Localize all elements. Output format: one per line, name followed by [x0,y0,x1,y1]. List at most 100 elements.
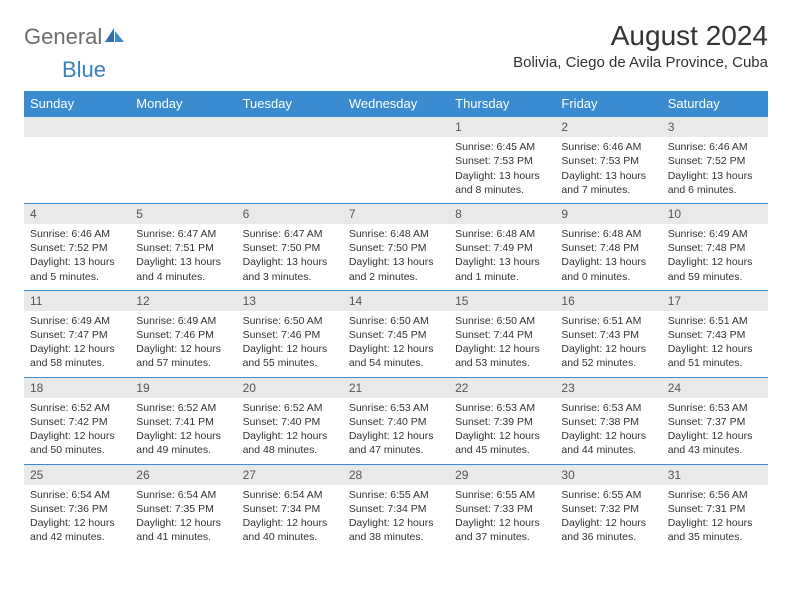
cell-line-sunset: Sunset: 7:42 PM [30,415,124,429]
cell-line-dl2: and 55 minutes. [243,356,337,370]
day-number: 16 [555,291,661,311]
calendar-cell: 12Sunrise: 6:49 AMSunset: 7:46 PMDayligh… [130,290,236,377]
cell-line-sunset: Sunset: 7:36 PM [30,502,124,516]
calendar-cell: 27Sunrise: 6:54 AMSunset: 7:34 PMDayligh… [237,464,343,550]
cell-line-dl2: and 52 minutes. [561,356,655,370]
calendar-cell: 10 Sunrise: 6:49 AMSunset: 7:48 PMDayligh… [662,203,768,290]
cell-line-sunrise: Sunrise: 6:49 AM [668,227,762,241]
cell-line-sunrise: Sunrise: 6:46 AM [30,227,124,241]
cell-line-dl1: Daylight: 12 hours [668,255,762,269]
day-number: 10 [662,204,768,224]
cell-line-sunrise: Sunrise: 6:53 AM [668,401,762,415]
cell-line-sunset: Sunset: 7:43 PM [561,328,655,342]
cell-line-dl2: and 2 minutes. [349,270,443,284]
calendar-cell: 7Sunrise: 6:48 AMSunset: 7:50 PMDaylight… [343,203,449,290]
cell-line-dl2: and 4 minutes. [136,270,230,284]
cell-line-sunset: Sunset: 7:33 PM [455,502,549,516]
cell-line-dl1: Daylight: 13 hours [136,255,230,269]
cell-line-dl2: and 57 minutes. [136,356,230,370]
cell-body: Sunrise: 6:54 AMSunset: 7:35 PMDaylight:… [130,485,236,551]
cell-line-sunrise: Sunrise: 6:54 AM [136,488,230,502]
cell-line-sunrise: Sunrise: 6:52 AM [30,401,124,415]
cell-line-sunrise: Sunrise: 6:50 AM [243,314,337,328]
calendar-cell: 4Sunrise: 6:46 AMSunset: 7:52 PMDaylight… [24,203,130,290]
cell-body: Sunrise: 6:53 AMSunset: 7:39 PMDaylight:… [449,398,555,464]
cell-line-dl2: and 45 minutes. [455,443,549,457]
cell-line-sunrise: Sunrise: 6:54 AM [30,488,124,502]
col-thursday: Thursday [449,91,555,117]
cell-line-sunset: Sunset: 7:34 PM [243,502,337,516]
calendar-cell: 30Sunrise: 6:55 AMSunset: 7:32 PMDayligh… [555,464,661,550]
cell-line-dl2: and 59 minutes. [668,270,762,284]
cell-line-dl2: and 44 minutes. [561,443,655,457]
cell-line-dl1: Daylight: 12 hours [136,429,230,443]
cell-body: Sunrise: 6:56 AMSunset: 7:31 PMDaylight:… [662,485,768,551]
cell-body: Sunrise: 6:45 AMSunset: 7:53 PMDaylight:… [449,137,555,203]
calendar-cell: 14Sunrise: 6:50 AMSunset: 7:45 PMDayligh… [343,290,449,377]
cell-line-sunrise: Sunrise: 6:46 AM [561,140,655,154]
cell-line-sunset: Sunset: 7:32 PM [561,502,655,516]
calendar-week: 25Sunrise: 6:54 AMSunset: 7:36 PMDayligh… [24,464,768,550]
cell-line-dl1: Daylight: 12 hours [561,342,655,356]
calendar-cell: 17Sunrise: 6:51 AMSunset: 7:43 PMDayligh… [662,290,768,377]
cell-line-sunset: Sunset: 7:40 PM [349,415,443,429]
cell-line-sunset: Sunset: 7:37 PM [668,415,762,429]
calendar-cell: 25Sunrise: 6:54 AMSunset: 7:36 PMDayligh… [24,464,130,550]
calendar-cell: 3Sunrise: 6:46 AMSunset: 7:52 PMDaylight… [662,117,768,204]
cell-line-dl1: Daylight: 12 hours [561,429,655,443]
cell-line-sunset: Sunset: 7:50 PM [243,241,337,255]
col-saturday: Saturday [662,91,768,117]
day-number [24,117,130,137]
cell-body: Sunrise: 6:54 AMSunset: 7:36 PMDaylight:… [24,485,130,551]
cell-line-dl2: and 0 minutes. [561,270,655,284]
cell-line-sunset: Sunset: 7:51 PM [136,241,230,255]
day-number: 22 [449,378,555,398]
calendar-cell: 28Sunrise: 6:55 AMSunset: 7:34 PMDayligh… [343,464,449,550]
cell-line-sunrise: Sunrise: 6:52 AM [243,401,337,415]
day-number: 19 [130,378,236,398]
cell-line-dl1: Daylight: 13 hours [30,255,124,269]
cell-line-sunrise: Sunrise: 6:56 AM [668,488,762,502]
cell-line-dl1: Daylight: 13 hours [455,169,549,183]
calendar-week: 11Sunrise: 6:49 AMSunset: 7:47 PMDayligh… [24,290,768,377]
cell-line-sunset: Sunset: 7:48 PM [561,241,655,255]
cell-line-dl1: Daylight: 13 hours [243,255,337,269]
cell-line-dl1: Daylight: 12 hours [455,516,549,530]
calendar-cell: 31Sunrise: 6:56 AMSunset: 7:31 PMDayligh… [662,464,768,550]
col-tuesday: Tuesday [237,91,343,117]
cell-body [130,137,236,160]
cell-line-sunrise: Sunrise: 6:52 AM [136,401,230,415]
calendar-cell: 11Sunrise: 6:49 AMSunset: 7:47 PMDayligh… [24,290,130,377]
calendar-table: Sunday Monday Tuesday Wednesday Thursday… [24,91,768,550]
cell-line-sunset: Sunset: 7:48 PM [668,241,762,255]
calendar-cell: 8Sunrise: 6:48 AMSunset: 7:49 PMDaylight… [449,203,555,290]
cell-body: Sunrise: 6:46 AMSunset: 7:52 PMDaylight:… [24,224,130,290]
cell-line-dl1: Daylight: 13 hours [455,255,549,269]
day-number: 11 [24,291,130,311]
cell-body: Sunrise: 6:55 AMSunset: 7:32 PMDaylight:… [555,485,661,551]
cell-line-dl1: Daylight: 13 hours [668,169,762,183]
cell-line-sunset: Sunset: 7:46 PM [243,328,337,342]
cell-line-sunset: Sunset: 7:52 PM [30,241,124,255]
cell-body: Sunrise: 6:52 AMSunset: 7:41 PMDaylight:… [130,398,236,464]
cell-line-dl2: and 7 minutes. [561,183,655,197]
cell-line-dl1: Daylight: 12 hours [561,516,655,530]
cell-line-dl2: and 53 minutes. [455,356,549,370]
cell-line-dl2: and 36 minutes. [561,530,655,544]
cell-line-sunset: Sunset: 7:45 PM [349,328,443,342]
calendar-body: 1Sunrise: 6:45 AMSunset: 7:53 PMDaylight… [24,117,768,551]
cell-line-dl1: Daylight: 12 hours [30,429,124,443]
cell-line-sunset: Sunset: 7:52 PM [668,154,762,168]
calendar-week: 1Sunrise: 6:45 AMSunset: 7:53 PMDaylight… [24,117,768,204]
title-block: August 2024 Bolivia, Ciego de Avila Prov… [513,20,768,71]
cell-line-dl1: Daylight: 12 hours [455,342,549,356]
cell-line-sunrise: Sunrise: 6:46 AM [668,140,762,154]
cell-line-sunset: Sunset: 7:41 PM [136,415,230,429]
cell-body: Sunrise: 6:47 AMSunset: 7:50 PMDaylight:… [237,224,343,290]
day-number: 8 [449,204,555,224]
cell-line-dl1: Daylight: 12 hours [668,516,762,530]
cell-line-sunrise: Sunrise: 6:45 AM [455,140,549,154]
month-title: August 2024 [513,20,768,52]
calendar-cell [237,117,343,204]
day-number: 14 [343,291,449,311]
